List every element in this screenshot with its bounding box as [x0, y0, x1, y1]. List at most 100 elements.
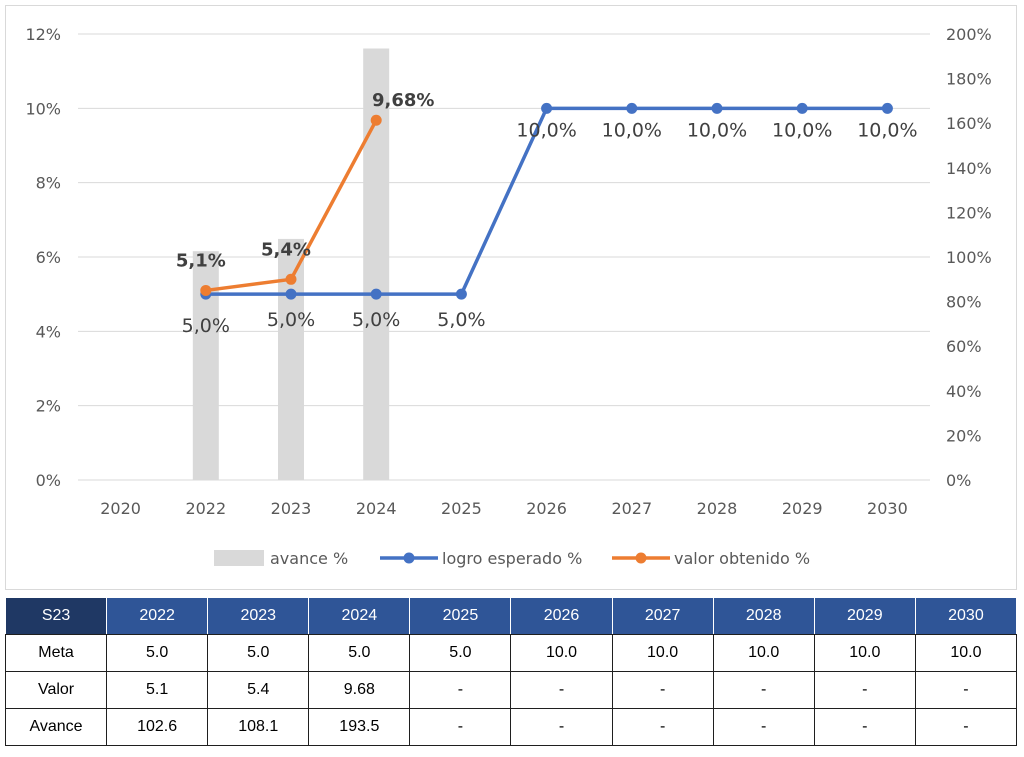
- data-table: S23 2022 2023 2024 2025 2026 2027 2028 2029 2030…: [4, 597, 1018, 746]
- legend-label-avance: avance %: [270, 549, 348, 568]
- table-cell: -: [510, 708, 613, 746]
- y-right-tick-label: 100%: [946, 248, 992, 267]
- x-tick-label: 2022: [185, 499, 226, 518]
- point-valor-obtenido: [370, 114, 382, 126]
- table-cell: -: [813, 671, 916, 709]
- table-row: Valor 5.1 5.4 9.68- - - - - -: [4, 671, 1018, 709]
- table-cell: 193.5: [308, 708, 411, 746]
- table-row: Avance 102.6 108.1 193.5- - - - - -: [4, 708, 1018, 746]
- x-tick-label: 2020: [100, 499, 141, 518]
- table-cell: 102.6: [106, 708, 209, 746]
- y-left-tick-label: 4%: [36, 322, 61, 341]
- x-tick-label: 2028: [697, 499, 738, 518]
- point-logro-esperado: [881, 102, 893, 114]
- label-logro-esperado: 10,0%: [516, 119, 576, 141]
- table-cell: 108.1: [207, 708, 310, 746]
- table-cell: 10.0: [813, 634, 916, 672]
- legend-label-valor: valor obtenido %: [674, 549, 810, 568]
- table-cell: 5.0: [106, 634, 209, 672]
- point-logro-esperado: [455, 288, 467, 300]
- table-year-header: 2024: [308, 597, 411, 635]
- point-logro-esperado: [541, 102, 553, 114]
- table-cell: -: [611, 708, 714, 746]
- label-valor-obtenido: 5,4%: [261, 239, 311, 260]
- table-year-header: 2030: [914, 597, 1018, 635]
- point-logro-esperado: [626, 102, 638, 114]
- y-right-tick-label: 40%: [946, 382, 982, 401]
- table-cell: -: [611, 671, 714, 709]
- table-cell: -: [712, 708, 815, 746]
- legend: avance % logro esperado % valor obtenido %: [214, 549, 810, 568]
- table-year-header: 2026: [510, 597, 613, 635]
- bar-avance: [363, 48, 390, 481]
- table-cell: -: [409, 708, 512, 746]
- table-year-header: 2029: [813, 597, 916, 635]
- label-logro-esperado: 5,0%: [182, 315, 230, 337]
- table-row-label: Valor: [4, 671, 108, 709]
- chart-container: 5,0% 5,0% 5,0% 5,0% 10,0% 10,0% 10,0% 10,0% 10,0…: [5, 5, 1017, 590]
- table-cell: -: [712, 671, 815, 709]
- table-cell: 5.0: [409, 634, 512, 672]
- y-left-tick-label: 2%: [36, 397, 61, 416]
- y-left-tick-label: 6%: [36, 248, 61, 267]
- y-right-tick-label: 200%: [946, 25, 992, 44]
- data-labels: 5,0% 5,0% 5,0% 5,0% 10,0% 10,0% 10,0% 10,0% 10,0…: [176, 90, 918, 337]
- legend-swatch-avance: [214, 550, 264, 566]
- point-logro-esperado: [711, 102, 723, 114]
- combo-chart: 5,0% 5,0% 5,0% 5,0% 10,0% 10,0% 10,0% 10,0% 10,0…: [25, 25, 991, 568]
- point-logro-esperado: [285, 288, 297, 300]
- table-cell: 10.0: [611, 634, 714, 672]
- table-cell: -: [914, 671, 1018, 709]
- table-year-header: 2025: [409, 597, 512, 635]
- x-tick-label: 2027: [611, 499, 652, 518]
- legend-point-valor: [635, 552, 647, 564]
- table-corner-label: S23: [4, 597, 108, 635]
- y-right-tick-label: 160%: [946, 114, 992, 133]
- table-cell: 5.0: [207, 634, 310, 672]
- x-tick-label: 2025: [441, 499, 482, 518]
- table-cell: 5.0: [308, 634, 411, 672]
- table-cell: 10.0: [510, 634, 613, 672]
- label-logro-esperado: 5,0%: [267, 309, 315, 331]
- y-right-tick-label: 180%: [946, 70, 992, 89]
- table-cell: 5.1: [106, 671, 209, 709]
- label-logro-esperado: 5,0%: [437, 309, 485, 331]
- y-right-tick-label: 0%: [946, 471, 971, 490]
- label-logro-esperado: 10,0%: [772, 119, 832, 141]
- y-left-tick-label: 0%: [36, 471, 61, 490]
- legend-point-logro: [403, 552, 415, 564]
- table-cell: -: [409, 671, 512, 709]
- table-year-header: 2023: [207, 597, 310, 635]
- table-year-header: 2028: [712, 597, 815, 635]
- x-tick-label: 2029: [782, 499, 823, 518]
- table-row: Meta 5.0 5.0 5.0 5.0 10.0 10.0 10.0 10.0 10.0: [4, 634, 1018, 672]
- x-tick-label: 2026: [526, 499, 567, 518]
- point-valor-obtenido: [200, 284, 212, 296]
- table-row-label: Meta: [4, 634, 108, 672]
- table-cell: 10.0: [914, 634, 1018, 672]
- label-valor-obtenido: 9,68%: [372, 90, 434, 111]
- gridlines: [78, 33, 930, 481]
- label-logro-esperado: 10,0%: [687, 119, 747, 141]
- legend-label-logro: logro esperado %: [442, 549, 582, 568]
- label-valor-obtenido: 5,1%: [176, 250, 226, 271]
- y-left-tick-label: 8%: [36, 174, 61, 193]
- point-valor-obtenido: [285, 273, 297, 285]
- point-logro-esperado: [370, 288, 382, 300]
- y-left-tick-label: 10%: [25, 99, 61, 118]
- table-row-label: Avance: [4, 708, 108, 746]
- axis-ticks: 0% 2% 4% 6% 8% 10% 12% 0% 20% 40% 60% 80% 100% 120% 14…: [25, 25, 991, 518]
- point-logro-esperado: [796, 102, 808, 114]
- y-right-tick-label: 140%: [946, 159, 992, 178]
- x-tick-label: 2023: [271, 499, 312, 518]
- table-cell: 9.68: [308, 671, 411, 709]
- label-logro-esperado: 10,0%: [602, 119, 662, 141]
- label-logro-esperado: 10,0%: [857, 119, 917, 141]
- table-header-row: S23 2022 2023 2024 2025 2026 2027 2028 2029 2030: [4, 597, 1018, 635]
- table-cell: -: [813, 708, 916, 746]
- table-cell: -: [914, 708, 1018, 746]
- table-year-header: 2027: [611, 597, 714, 635]
- y-left-tick-label: 12%: [25, 25, 61, 44]
- y-right-tick-label: 120%: [946, 203, 992, 222]
- table-body: Meta 5.0 5.0 5.0 5.0 10.0 10.0 10.0 10.0 10.0 Valo…: [4, 634, 1018, 746]
